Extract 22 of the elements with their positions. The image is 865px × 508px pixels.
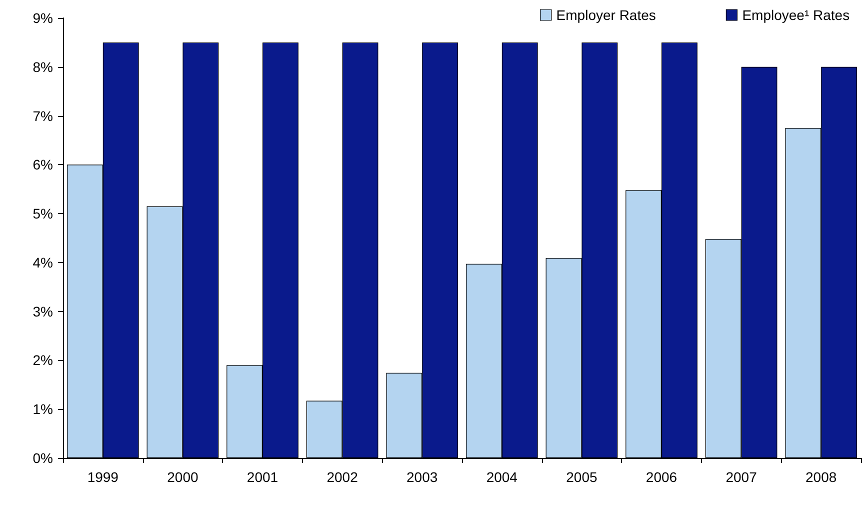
x-tick-label: 2005 [566,469,598,485]
x-tick-label: 1999 [87,469,119,485]
x-tick-label: 2003 [406,469,438,485]
legend-label: Employee¹ Rates [742,7,850,23]
legend-label: Employer Rates [556,7,656,23]
y-tick-label: 8% [32,58,53,75]
y-tick-label: 2% [32,352,53,368]
y-tick-label: 4% [32,254,53,270]
y-tick-label: 6% [32,156,53,173]
x-tick-label: 2006 [646,469,678,485]
x-tick-label: 2000 [167,469,198,485]
y-tick-label: 0% [32,450,53,466]
y-tick-label: 5% [32,206,53,222]
x-tick-label: 2008 [806,469,837,485]
x-tick-label: 2002 [326,469,358,485]
x-tick-label: 2004 [486,469,518,485]
x-tick-label: 2007 [726,469,758,485]
y-tick-label: 1% [32,401,53,418]
y-tick-label: 9% [32,10,53,26]
x-tick-label: 2001 [246,469,278,485]
y-tick-label: 7% [32,108,53,124]
y-tick-label: 3% [32,303,53,320]
